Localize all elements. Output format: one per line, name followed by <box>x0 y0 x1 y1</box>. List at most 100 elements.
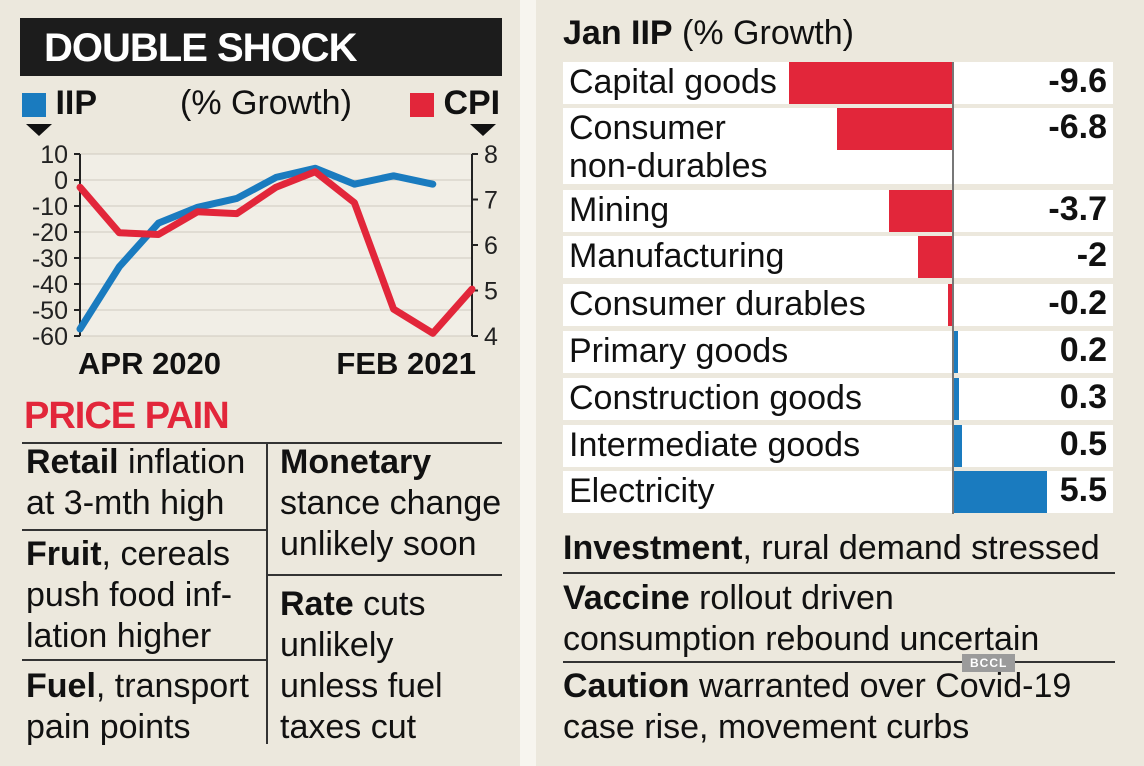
bullet-bold: Caution <box>563 667 690 705</box>
bar-zero-axis <box>952 62 954 514</box>
bar <box>954 471 1048 513</box>
bullet-text: consumption rebound uncertain <box>563 620 1040 658</box>
bullet-text: warranted over Covid-19 <box>689 667 1072 705</box>
legend-cpi: CPI <box>410 84 500 123</box>
bar-category-label: Electricity <box>569 472 715 510</box>
bar-category-label: Manufacturing <box>569 237 785 275</box>
double-shock-banner: DOUBLE SHOCK <box>20 18 502 76</box>
iip-legend-swatch <box>22 93 46 118</box>
cell-bold: Retail <box>26 443 119 481</box>
price-pain-title: PRICE PAIN <box>24 395 230 437</box>
series-line-cpi <box>76 168 476 337</box>
cell-text: at 3-mth high <box>26 484 225 522</box>
jan-iip-title-bold: Jan IIP <box>563 14 673 52</box>
right-axis-arrow-icon <box>470 124 496 136</box>
bar-value-label: -2 <box>1076 236 1107 274</box>
price-pain-rule-left-1 <box>22 529 266 531</box>
right-tick-label: 4 <box>484 323 498 351</box>
double-shock-line-chart: 100-10-20-30-40-50-60 8 7 6 5 4 APR 2020 FEB 20… <box>32 141 498 381</box>
bullet-investment: Investment, rural demand stressed <box>563 528 1123 569</box>
bar-category-label: Capital goods <box>569 63 777 101</box>
bullet-text: case rise, movement curbs <box>563 708 970 746</box>
bar <box>918 236 952 278</box>
cell-text: inflation <box>118 443 246 481</box>
bccl-watermark: BCCL <box>962 654 1016 672</box>
bar-row: Consumer non-durables -6.8 <box>563 108 1113 185</box>
price-pain-cell-retail: Retail inflation at 3-mth high <box>26 442 245 524</box>
left-tick-label: -40 <box>32 271 68 299</box>
cell-bold: Rate <box>280 585 354 623</box>
bar-row: Capital goods -9.6 <box>563 62 1113 104</box>
left-tick-label: 10 <box>40 141 68 169</box>
left-tick-label: 0 <box>54 167 68 195</box>
bullet-bold: Vaccine <box>563 579 690 617</box>
price-pain-rule-right-1 <box>266 574 502 576</box>
left-tick-label: -10 <box>32 193 68 221</box>
panel-divider <box>520 0 536 766</box>
cell-bold: Fuel <box>26 667 96 705</box>
series-line-iip <box>76 164 437 333</box>
cell-text: unlikely soon <box>280 525 477 563</box>
bullet-bold: Investment <box>563 529 743 567</box>
bar-row: Mining -3.7 <box>563 190 1113 232</box>
cell-text: , transport <box>95 667 249 705</box>
price-pain-cell-monetary: Monetary stance change unlikely soon <box>280 442 501 565</box>
cell-bold: Monetary <box>280 443 432 481</box>
bar <box>954 331 958 373</box>
cell-text: stance change <box>280 484 502 522</box>
bar <box>954 378 960 420</box>
bar-category-label: Intermediate goods <box>569 426 861 464</box>
price-pain-cell-rate: Rate cuts unlikely unless fuel taxes cut <box>280 584 443 748</box>
bar-category-label: Consumer non-durables <box>569 109 768 185</box>
cell-text: , cereals <box>101 535 231 573</box>
bar-value-label: 5.5 <box>1059 471 1107 509</box>
bullet-rule-1 <box>563 572 1115 574</box>
cell-text: unlikely <box>280 626 394 664</box>
bar-value-label: 0.2 <box>1059 331 1107 369</box>
right-tick-label: 5 <box>484 278 498 306</box>
cpi-legend-swatch <box>410 93 434 118</box>
bar-category-label: Consumer durables <box>569 285 866 323</box>
price-pain-cell-fruit: Fruit, cereals push food inf- lation hig… <box>26 534 232 657</box>
price-pain-rule-top <box>22 442 502 444</box>
legend-unit: (% Growth) <box>180 84 352 122</box>
cell-text: push food inf- <box>26 576 233 614</box>
left-tick-label: -20 <box>32 219 68 247</box>
bar-category-label: Construction goods <box>569 379 862 417</box>
cell-text: lation higher <box>26 617 212 655</box>
x-tick-label-end: FEB 2021 <box>336 346 476 381</box>
bar-category-label: Primary goods <box>569 332 789 370</box>
legend-iip-label: IIP <box>55 84 98 122</box>
bullet-rule-2 <box>563 661 1115 663</box>
left-axis-arrow-icon <box>26 124 52 136</box>
bar-value-label: -9.6 <box>1048 62 1107 100</box>
bullet-text: , rural demand stressed <box>742 529 1100 567</box>
cell-bold: Fruit <box>26 535 102 573</box>
bar <box>836 108 952 150</box>
jan-iip-title-unit: (% Growth) <box>672 14 854 52</box>
bar <box>948 284 952 326</box>
bullet-vaccine: Vaccine rollout driven consumption rebou… <box>563 578 1123 660</box>
left-tick-label: -30 <box>32 245 68 273</box>
bullet-text: rollout driven <box>689 579 894 617</box>
price-pain-rule-middle <box>266 444 268 744</box>
x-tick-label-start: APR 2020 <box>78 346 221 381</box>
right-tick-label: 6 <box>484 232 498 260</box>
cell-text: pain points <box>26 708 191 746</box>
bar-value-label: -6.8 <box>1048 108 1107 146</box>
bar <box>789 62 952 104</box>
bullet-caution: Caution warranted over Covid-19 case ris… <box>563 666 1123 748</box>
bar-row: Intermediate goods 0.5 <box>563 425 1113 467</box>
left-tick-label: -50 <box>32 297 68 325</box>
bar-value-label: -0.2 <box>1048 284 1107 322</box>
bar-row: Construction goods 0.3 <box>563 378 1113 420</box>
bar-value-label: 0.5 <box>1059 425 1107 463</box>
jan-iip-title: Jan IIP (% Growth) <box>563 14 854 53</box>
banner-title: DOUBLE SHOCK <box>44 26 357 70</box>
right-tick-label: 7 <box>484 187 498 215</box>
cell-text: unless fuel <box>280 667 443 705</box>
left-tick-label: -60 <box>32 323 68 351</box>
bar-row: Electricity 5.5 <box>563 471 1113 513</box>
bar-row: Consumer durables -0.2 <box>563 284 1113 326</box>
bar-row: Manufacturing -2 <box>563 236 1113 278</box>
